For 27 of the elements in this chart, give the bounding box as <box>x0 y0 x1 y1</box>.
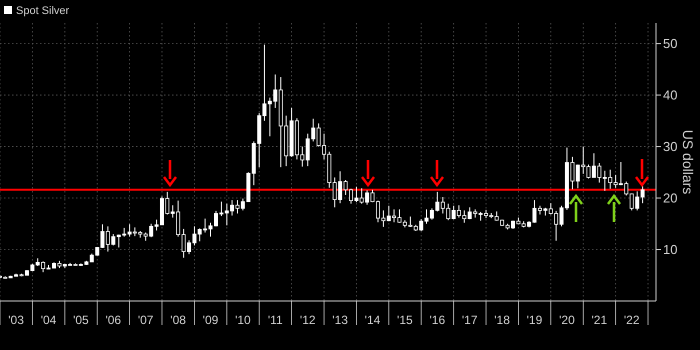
x-tick-label: '17 <box>462 313 478 327</box>
x-tick-label: '20 <box>559 313 576 327</box>
x-tick-label: '06 <box>105 313 122 327</box>
x-tick-label: '18 <box>494 313 510 327</box>
y-tick-label: 20 <box>663 190 678 206</box>
x-tick-label: '14 <box>364 313 381 327</box>
x-tick-label: '03 <box>8 313 24 327</box>
x-tick-label: '08 <box>170 313 186 327</box>
legend-label: Spot Silver <box>16 5 70 17</box>
x-tick-label: '13 <box>332 313 348 327</box>
x-tick-label: '15 <box>397 313 414 327</box>
x-tick-label: '05 <box>73 313 90 327</box>
x-tick-label: '07 <box>138 313 154 327</box>
x-tick-label: '21 <box>591 313 608 327</box>
x-tick-label: '22 <box>624 313 640 327</box>
x-tick-label: '19 <box>526 313 543 327</box>
y-axis-title: US dollars <box>680 130 696 194</box>
x-tick-label: '10 <box>235 313 252 327</box>
y-tick-label: 50 <box>663 36 678 52</box>
x-tick-label: '09 <box>202 313 219 327</box>
x-tick-label: '11 <box>268 313 283 327</box>
x-tick-label: '04 <box>40 313 57 327</box>
y-tick-label: 40 <box>663 88 678 103</box>
y-tick-label: 10 <box>663 242 678 258</box>
x-tick-label: '16 <box>430 313 446 327</box>
x-tick-label: '12 <box>300 313 316 327</box>
y-tick-label: 30 <box>663 139 678 154</box>
